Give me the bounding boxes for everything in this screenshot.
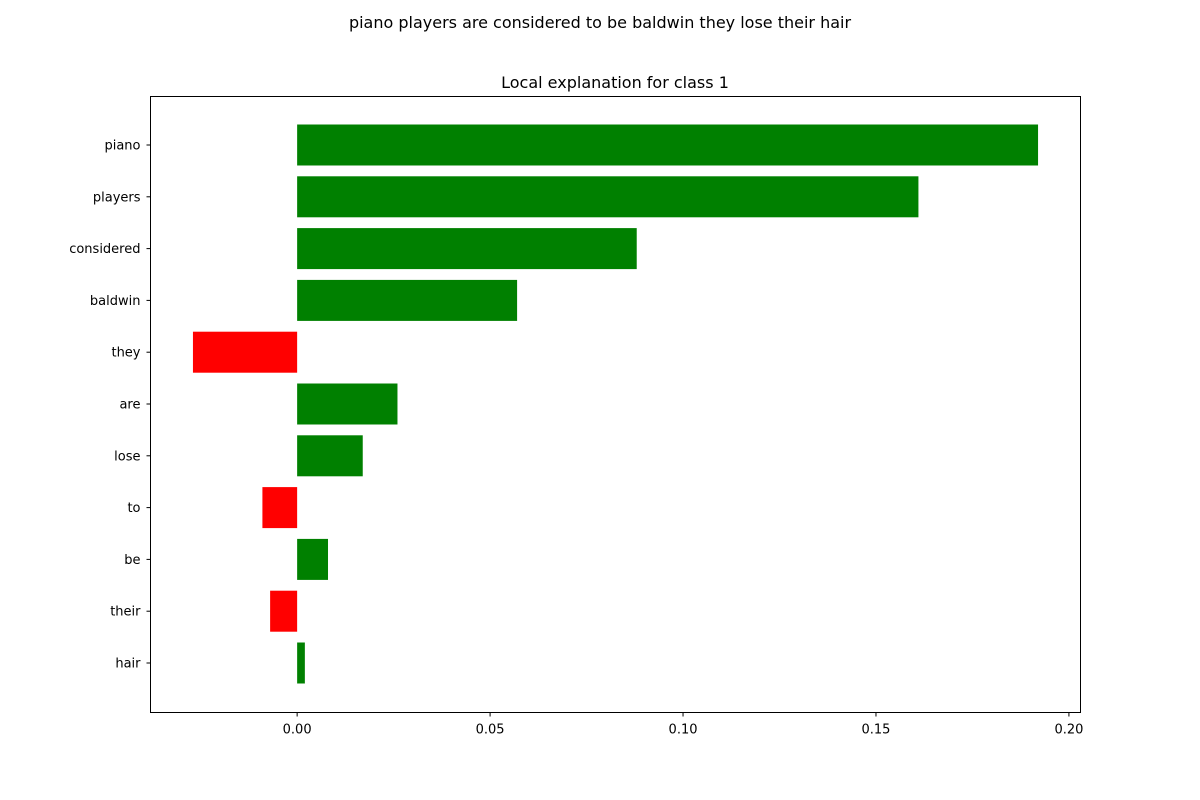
bars-group xyxy=(192,124,1039,684)
y-tick-label-baldwin: baldwin xyxy=(90,294,141,309)
bar-are xyxy=(297,383,398,425)
y-tick-label-players: players xyxy=(93,190,141,205)
y-tick-label-they: they xyxy=(111,346,140,361)
y-axis: piano players considered baldwin they are lose… xyxy=(69,139,151,672)
plot-frame xyxy=(150,96,1081,713)
y-tick-label-be: be xyxy=(124,553,140,568)
y-tick-label-are: are xyxy=(119,398,140,413)
x-tick-label: 0.20 xyxy=(1054,723,1083,738)
y-tick-label-hair: hair xyxy=(115,657,141,672)
chart-title: Local explanation for class 1 xyxy=(501,73,729,92)
bar-considered xyxy=(297,228,637,270)
bar-players xyxy=(297,176,919,218)
bar-be xyxy=(297,538,329,580)
figure-title: piano players are considered to be baldw… xyxy=(348,13,852,32)
y-tick-label-to: to xyxy=(127,501,140,516)
bar-they xyxy=(192,331,298,373)
bar-hair xyxy=(297,642,305,684)
y-tick-label-piano: piano xyxy=(104,139,140,154)
bar-their xyxy=(270,590,298,632)
bar-to xyxy=(262,487,298,529)
y-tick-label-considered: considered xyxy=(69,242,140,257)
x-tick-label: 0.15 xyxy=(862,723,891,738)
y-tick-label-lose: lose xyxy=(114,449,140,464)
y-tick-label-their: their xyxy=(110,605,141,620)
bar-baldwin xyxy=(297,279,518,321)
x-tick-label: 0.05 xyxy=(476,723,505,738)
x-axis: 0.00 0.05 0.10 0.15 0.20 xyxy=(283,712,1083,738)
bar-piano xyxy=(297,124,1039,166)
bar-lose xyxy=(297,435,363,477)
x-tick-label: 0.10 xyxy=(669,723,698,738)
x-tick-label: 0.00 xyxy=(283,723,312,738)
